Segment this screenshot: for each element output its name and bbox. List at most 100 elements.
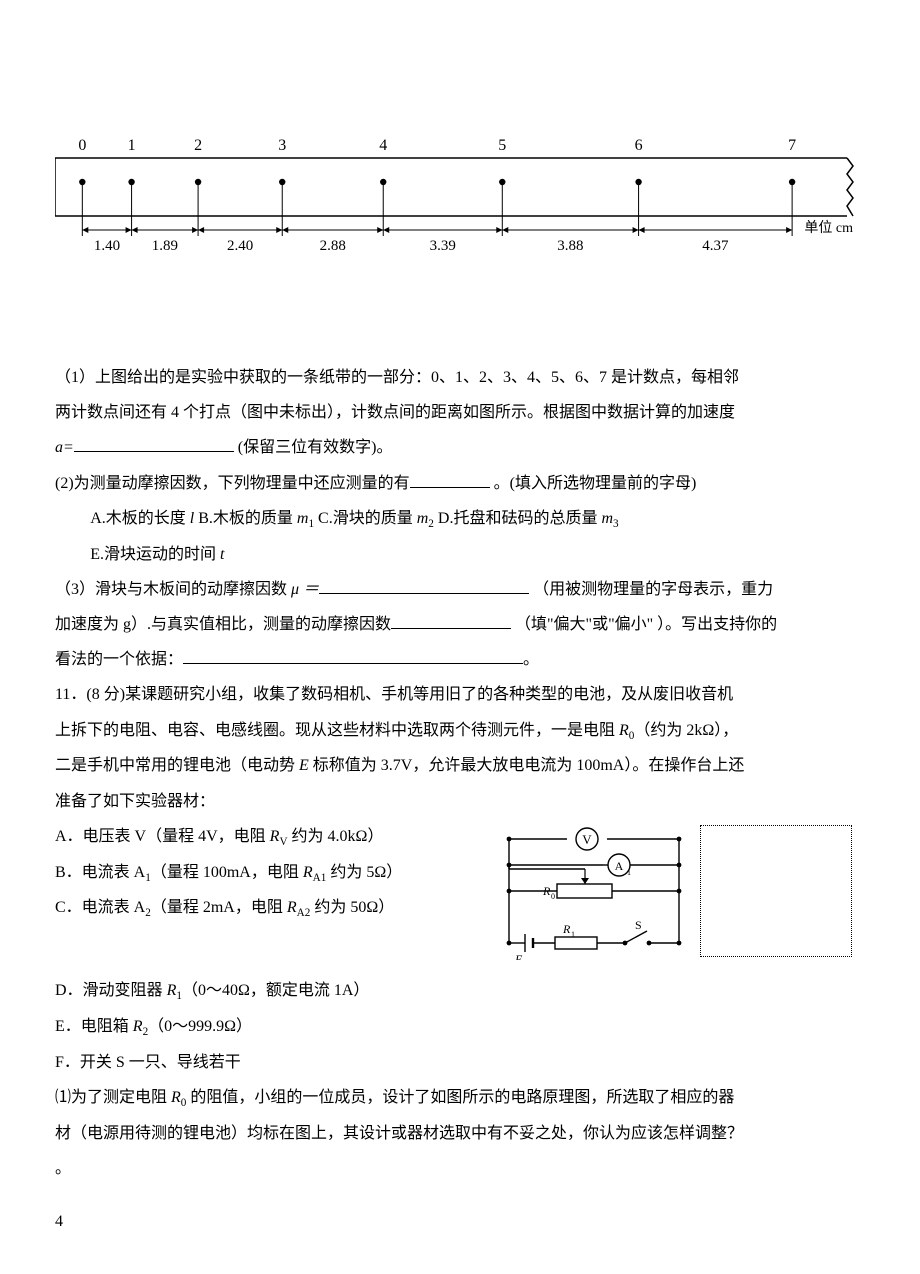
optC-text3: 约为 50Ω） bbox=[310, 899, 394, 916]
q10-3-l2b: （填"偏大"或"偏小" ）。写出支持你的 bbox=[511, 616, 777, 633]
blank-bias[interactable] bbox=[391, 612, 511, 629]
svg-text:1: 1 bbox=[571, 930, 575, 939]
blank-mu-expr[interactable] bbox=[319, 577, 529, 594]
page-number: 4 bbox=[55, 1204, 865, 1239]
optD-text2: （0～40Ω，额定电流 1A） bbox=[182, 982, 369, 999]
q11-optA: A．电压表 V（量程 4V，电阻 RV 约为 4.0kΩ） bbox=[55, 819, 485, 855]
RA2-sym: R bbox=[287, 899, 297, 916]
svg-text:7: 7 bbox=[788, 137, 796, 154]
q11s1a: ⑴为了测定电阻 bbox=[55, 1089, 171, 1106]
q11-line3: 二是手机中常用的锂电池（电动势 E 标称值为 3.7V，允许最大放电电流为 10… bbox=[55, 748, 865, 783]
blank-quantities[interactable] bbox=[410, 471, 490, 488]
svg-text:单位 cm: 单位 cm bbox=[804, 220, 853, 236]
q10-3-l2a: 加速度为 g）.与真实值相比，测量的动摩擦因数 bbox=[55, 616, 391, 633]
q11-sub1-line1: ⑴为了测定电阻 R0 的阻值，小组的一位成员，设计了如图所示的电路原理图，所选取… bbox=[55, 1080, 865, 1116]
q10-2-prefix: (2)为测量动摩擦因数，下列物理量中还应测量的有 bbox=[55, 475, 410, 492]
svg-text:1: 1 bbox=[128, 137, 136, 154]
blank-acceleration[interactable] bbox=[74, 435, 234, 452]
q11-sub1-end: 。 bbox=[55, 1151, 865, 1186]
q11-l3a: 二是手机中常用的锂电池（电动势 bbox=[55, 757, 299, 774]
q11-optC: C．电流表 A2（量程 2mA，电阻 RA2 约为 50Ω） bbox=[55, 890, 485, 926]
circuit-diagram: VA1R0ER1S bbox=[497, 825, 692, 960]
svg-text:6: 6 bbox=[635, 137, 643, 154]
q11-line1: 11．(8 分)某课题研究小组，收集了数码相机、手机等用旧了的各种类型的电池，及… bbox=[55, 677, 865, 712]
q10-options-line1: A.木板的长度 l B.木板的质量 m1 C.滑块的质量 m2 D.托盘和砝码的… bbox=[55, 501, 865, 537]
q10-1-suffix: (保留三位有效数字)。 bbox=[234, 439, 393, 456]
q10-3-prefix: （3）滑块与木板间的动摩擦因数 bbox=[55, 581, 287, 598]
optC-sym: m bbox=[417, 510, 429, 527]
optE-text2: （0～999.9Ω） bbox=[148, 1018, 252, 1035]
Rv-sym: R bbox=[270, 828, 280, 845]
optB-text1: B．电流表 A bbox=[55, 864, 145, 881]
answer-draw-box[interactable] bbox=[700, 825, 852, 957]
svg-text:R: R bbox=[562, 922, 571, 936]
q11s1-R: R bbox=[171, 1089, 181, 1106]
optD-label: D.托盘和砝码的总质量 bbox=[438, 510, 602, 527]
q11-optF: F．开关 S 一只、导线若干 bbox=[55, 1045, 865, 1080]
optB-text3: 约为 5Ω） bbox=[326, 864, 402, 881]
q11-line2: 上拆下的电阻、电容、电感线圈。现从这些材料中选取两个待测元件，一是电阻 R0（约… bbox=[55, 713, 865, 749]
svg-text:S: S bbox=[635, 918, 642, 932]
blank-reason[interactable] bbox=[183, 647, 523, 664]
q10-3-mid: （用被测物理量的字母表示，重力 bbox=[529, 581, 773, 598]
svg-text:A: A bbox=[615, 859, 624, 873]
tape-diagram: 012345671.401.892.402.883.393.884.37单位 c… bbox=[55, 120, 865, 280]
RA1-sub: A1 bbox=[313, 872, 327, 884]
svg-text:R: R bbox=[542, 884, 551, 898]
R0-sym: R bbox=[619, 722, 629, 739]
tape-svg: 012345671.401.892.402.883.393.884.37单位 c… bbox=[55, 120, 865, 280]
q11-optD: D．滑动变阻器 R1（0～40Ω，额定电流 1A） bbox=[55, 973, 865, 1009]
optE-label: E.滑块运动的时间 bbox=[90, 546, 220, 563]
RA2-sub: A2 bbox=[297, 908, 311, 920]
optB-sub: 1 bbox=[308, 518, 314, 530]
svg-text:V: V bbox=[582, 832, 592, 847]
svg-text:0: 0 bbox=[551, 892, 555, 901]
optC-sub: 2 bbox=[428, 518, 434, 530]
svg-text:4: 4 bbox=[379, 137, 387, 154]
accel-symbol: a= bbox=[55, 439, 74, 456]
q10-3-line2: 加速度为 g）.与真实值相比，测量的动摩擦因数 （填"偏大"或"偏小" ）。写出… bbox=[55, 607, 865, 642]
optC-label: C.滑块的质量 bbox=[318, 510, 417, 527]
svg-text:2: 2 bbox=[194, 137, 202, 154]
svg-text:0: 0 bbox=[78, 137, 86, 154]
svg-text:1.89: 1.89 bbox=[152, 238, 178, 254]
R2-sym: R bbox=[133, 1018, 143, 1035]
R1-sym: R bbox=[167, 982, 177, 999]
q11-optB: B．电流表 A1（量程 100mA，电阻 RA1 约为 5Ω） bbox=[55, 855, 485, 891]
optA-text1: A．电压表 V（量程 4V，电阻 bbox=[55, 828, 270, 845]
svg-text:1: 1 bbox=[627, 868, 631, 877]
q10-1-line1: （1）上图给出的是实验中获取的一条纸带的一部分：0、1、2、3、4、5、6、7 … bbox=[55, 360, 865, 395]
q10-2-line: (2)为测量动摩擦因数，下列物理量中还应测量的有 。(填入所选物理量前的字母) bbox=[55, 466, 865, 501]
q11-l2a: 上拆下的电阻、电容、电感线圈。现从这些材料中选取两个待测元件，一是电阻 bbox=[55, 722, 619, 739]
optE-sym: t bbox=[220, 546, 224, 563]
optB-text2: （量程 100mA，电阻 bbox=[151, 864, 303, 881]
optD-sym: m bbox=[601, 510, 613, 527]
RA1-sym: R bbox=[303, 864, 313, 881]
q10-1-line2: 两计数点间还有 4 个打点（图中未标出），计数点间的距离如图所示。根据图中数据计… bbox=[55, 395, 865, 430]
q11-line4: 准备了如下实验器材： bbox=[55, 784, 865, 819]
q10-options-line2: E.滑块运动的时间 t bbox=[55, 537, 865, 572]
q10-2-suffix: 。(填入所选物理量前的字母) bbox=[490, 475, 697, 492]
optC-text2: （量程 2mA，电阻 bbox=[151, 899, 287, 916]
optD-text1: D．滑动变阻器 bbox=[55, 982, 167, 999]
optA-sym: l bbox=[190, 510, 194, 527]
svg-text:2.88: 2.88 bbox=[320, 238, 346, 254]
optB-sym: m bbox=[297, 510, 309, 527]
E-sym: E bbox=[299, 757, 309, 774]
svg-text:3.39: 3.39 bbox=[430, 238, 456, 254]
q11-l2b: （约为 2kΩ）， bbox=[634, 722, 738, 739]
svg-text:E: E bbox=[514, 952, 523, 960]
svg-text:1.40: 1.40 bbox=[94, 238, 120, 254]
q10-3-line1: （3）滑块与木板间的动摩擦因数 μ ＝ （用被测物理量的字母表示，重力 bbox=[55, 572, 865, 607]
svg-text:3.88: 3.88 bbox=[557, 238, 583, 254]
q11-l3b: 标称值为 3.7V，允许最大放电电流为 100mA）。在操作台上还 bbox=[309, 757, 745, 774]
svg-text:4.37: 4.37 bbox=[702, 238, 729, 254]
q11-optE: E．电阻箱 R2（0～999.9Ω） bbox=[55, 1009, 865, 1045]
optD-sub: 3 bbox=[613, 518, 619, 530]
q10-1-line3: a= (保留三位有效数字)。 bbox=[55, 430, 865, 465]
Rv-sub: V bbox=[279, 836, 287, 848]
optA-label: A.木板的长度 bbox=[90, 510, 190, 527]
q10-3-l3b: 。 bbox=[523, 651, 539, 668]
q11s1b: 的阻值，小组的一位成员，设计了如图所示的电路原理图，所选取了相应的器 bbox=[186, 1089, 734, 1106]
optC-text1: C．电流表 A bbox=[55, 899, 145, 916]
